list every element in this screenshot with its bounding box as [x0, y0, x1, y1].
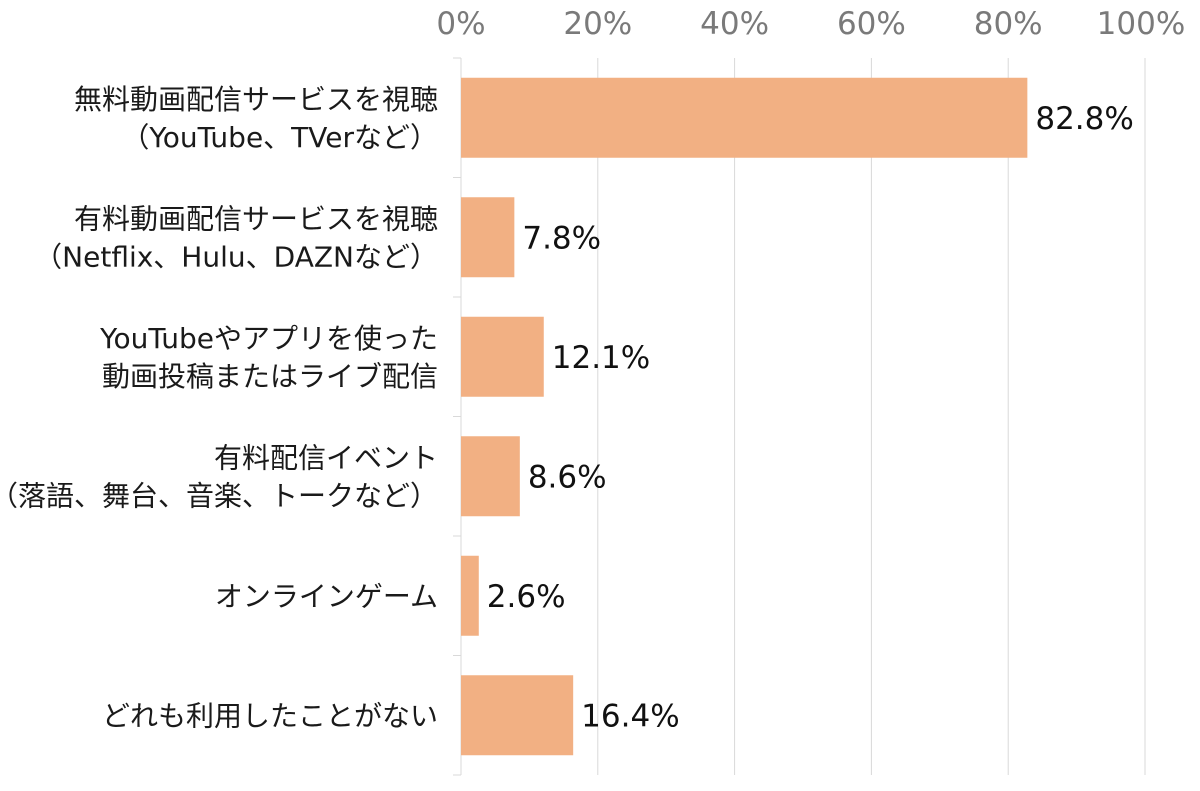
category-label: 動画投稿またはライブ配信 — [102, 360, 438, 393]
data-label: 8.6% — [528, 459, 607, 495]
bar — [461, 436, 520, 517]
bar — [461, 77, 1028, 158]
gridlines — [453, 57, 1146, 776]
category-label: どれも利用したことがない — [102, 699, 438, 732]
data-label: 16.4% — [581, 698, 679, 734]
bar — [461, 197, 515, 278]
data-label: 7.8% — [522, 220, 601, 256]
data-label: 12.1% — [552, 340, 650, 376]
x-tick-label: 100% — [1097, 6, 1186, 42]
bars — [461, 77, 1028, 756]
x-tick-label: 0% — [436, 6, 485, 42]
category-label: （落語、舞台、音楽、トークなど） — [0, 479, 438, 512]
x-tick-label: 40% — [700, 6, 769, 42]
category-label: YouTubeやアプリを使った — [99, 322, 438, 355]
x-tick-label: 20% — [563, 6, 632, 42]
bar — [461, 555, 479, 636]
category-label: （Netflix、Hulu、DAZNなど） — [34, 240, 438, 273]
category-label: 有料動画配信サービスを視聴 — [74, 202, 438, 235]
category-label: （YouTube、TVerなど） — [121, 121, 438, 154]
data-label: 82.8% — [1035, 101, 1133, 137]
data-label: 2.6% — [487, 579, 566, 615]
category-labels: 無料動画配信サービスを視聴 （YouTube、TVerなど） 有料動画配信サービスを… — [0, 83, 438, 733]
data-labels: 82.8% 7.8% 12.1% 8.6% 2.6% 16.4% — [487, 101, 1134, 735]
category-label: オンラインゲーム — [215, 580, 438, 613]
bar — [461, 316, 544, 397]
x-tick-label: 60% — [837, 6, 906, 42]
category-label: 有料配信イベント — [214, 441, 438, 474]
bar — [461, 675, 574, 756]
category-label: 無料動画配信サービスを視聴 — [74, 83, 438, 116]
x-axis-ticks: 0% 20% 40% 60% 80% 100% — [436, 6, 1185, 42]
x-tick-label: 80% — [974, 6, 1043, 42]
